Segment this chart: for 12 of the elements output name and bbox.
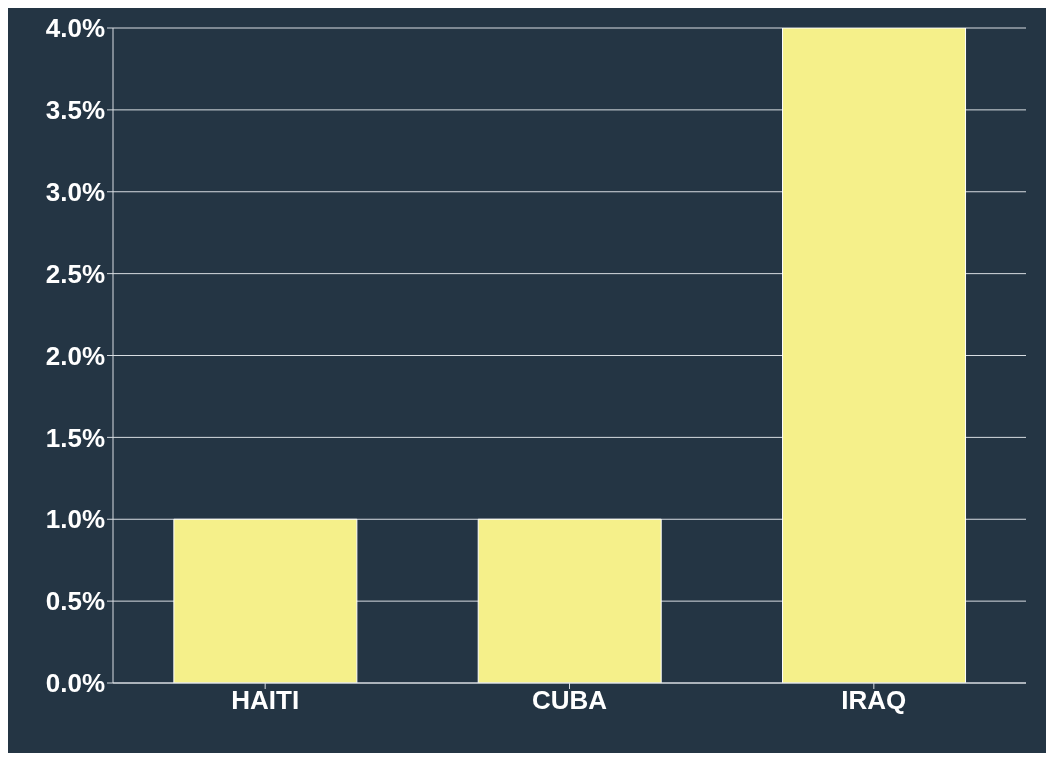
y-tick-label: 1.5%	[45, 422, 105, 453]
x-tick-label: IRAQ	[841, 685, 907, 716]
y-tick-label: 4.0%	[45, 13, 105, 44]
y-tick-label: 3.5%	[45, 95, 105, 126]
x-tick-label: CUBA	[531, 685, 608, 716]
y-tick-label: 2.0%	[45, 340, 105, 371]
y-tick-label: 0.0%	[45, 668, 105, 699]
y-tick-label: 0.5%	[45, 586, 105, 617]
y-tick-label: 2.5%	[45, 258, 105, 289]
x-tick-label: HAITI	[231, 685, 300, 716]
y-tick-label: 1.0%	[45, 504, 105, 535]
y-tick-label: 3.0%	[45, 176, 105, 207]
